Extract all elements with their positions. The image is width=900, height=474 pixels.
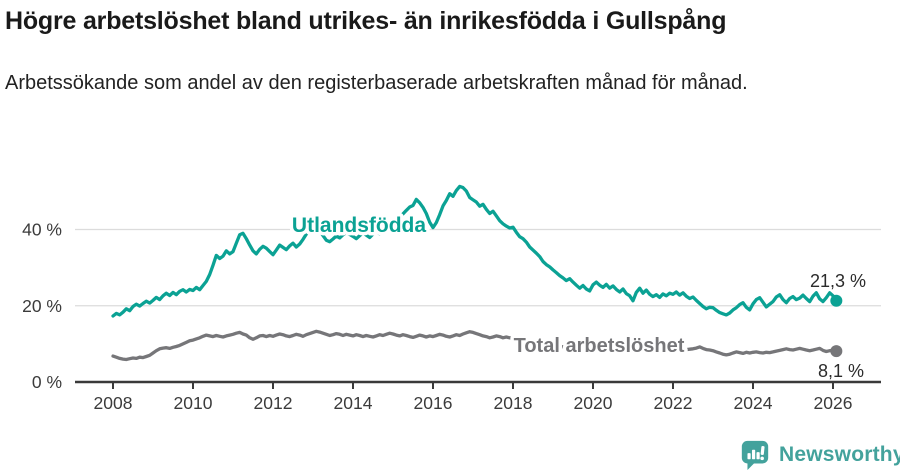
x-tick-label-2022: 2022 [654, 393, 693, 413]
chart-subtitle: Arbetssökande som andel av den registerb… [5, 72, 748, 94]
end-value-label-total: 8,1 % [818, 361, 864, 381]
axis-tick-labels: 0 % 20 % 40 % 2008 2010 2012 2014 2016 2018 2020 2… [22, 220, 852, 414]
series-lines [111, 184, 843, 362]
gridlines [75, 228, 881, 307]
y-tick-label-40: 40 % [22, 220, 62, 240]
x-tick-label-2012: 2012 [254, 393, 293, 413]
newsworthy-logo-text: Newsworthy [779, 442, 900, 466]
line-total-arbetsl-shet [111, 329, 838, 362]
end-dot-total-arbetsl-shet [830, 345, 843, 358]
bar-chart-speech-bubble-icon [741, 440, 769, 471]
line-utlandsf-dda [111, 184, 838, 318]
series-label-total-arbetsloshet: Total arbetslöshet [514, 335, 685, 357]
x-tick-label-2010: 2010 [174, 393, 213, 413]
x-tick-label-2016: 2016 [414, 393, 453, 413]
end-value-label-utlandsfodda: 21,3 % [810, 271, 866, 291]
x-tick-label-2026: 2026 [814, 393, 853, 413]
chart-title: Högre arbetslöshet bland utrikes- än inr… [5, 7, 727, 35]
x-tick-label-2014: 2014 [334, 393, 373, 413]
x-tick-label-2018: 2018 [494, 393, 533, 413]
x-tick-label-2020: 2020 [574, 393, 613, 413]
x-axis [75, 380, 881, 389]
x-tick-label-2008: 2008 [94, 393, 133, 413]
x-tick-label-2024: 2024 [734, 393, 773, 413]
end-dot-utlandsf-dda [830, 294, 843, 307]
y-tick-label-0: 0 % [32, 372, 62, 392]
newsworthy-logo: Newsworthy [739, 438, 900, 471]
series-label-utlandsfodda: Utlandsfödda [292, 214, 426, 237]
y-tick-label-20: 20 % [22, 296, 62, 316]
